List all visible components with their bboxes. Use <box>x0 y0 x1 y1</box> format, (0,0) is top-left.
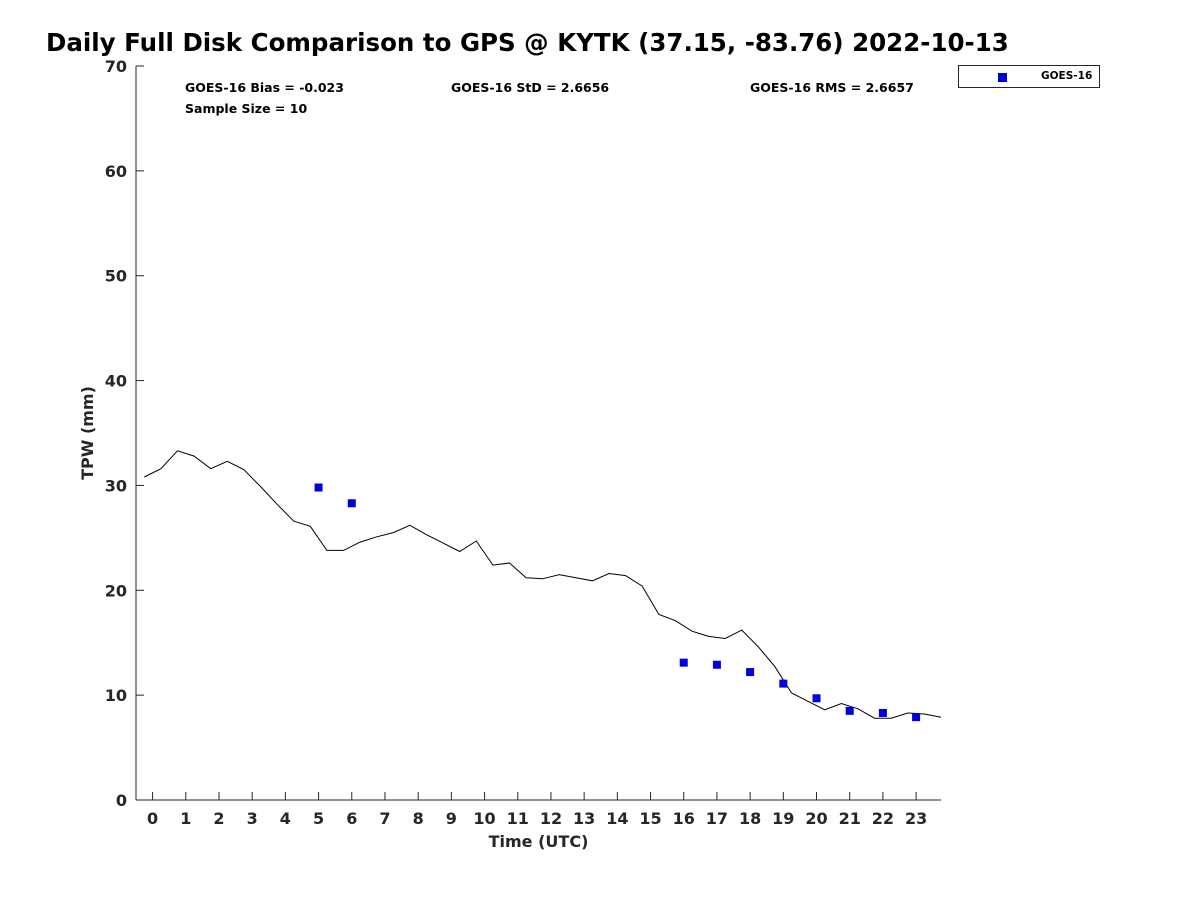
x-tick-label: 2 <box>213 809 224 828</box>
bias-stat: GOES-16 Bias = -0.023 <box>185 80 344 95</box>
x-tick-label: 8 <box>413 809 424 828</box>
page-title: Daily Full Disk Comparison to GPS @ KYTK… <box>46 28 1009 57</box>
y-tick-label: 50 <box>105 267 127 286</box>
legend-label: GOES-16 <box>1041 70 1093 82</box>
goes16-data-point <box>845 706 854 715</box>
legend: GOES-16 <box>958 65 1100 88</box>
goes16-data-point <box>712 660 721 669</box>
x-tick-label: 16 <box>673 809 695 828</box>
x-tick-label: 19 <box>772 809 794 828</box>
rms-stat: GOES-16 RMS = 2.6657 <box>750 80 914 95</box>
x-tick-label: 0 <box>147 809 158 828</box>
goes16-data-point <box>878 708 887 717</box>
x-tick-label: 6 <box>346 809 357 828</box>
gps-tpw-line <box>144 450 942 719</box>
x-tick-label: 4 <box>280 809 291 828</box>
x-tick-label: 5 <box>313 809 324 828</box>
goes16-data-point <box>779 679 788 688</box>
goes16-data-point <box>679 658 688 667</box>
std-stat: GOES-16 StD = 2.6656 <box>451 80 610 95</box>
goes16-data-point <box>812 694 821 703</box>
goes16-data-point <box>314 483 323 492</box>
goes16-data-point <box>347 499 356 508</box>
x-tick-label: 20 <box>805 809 827 828</box>
x-tick-label: 21 <box>839 809 861 828</box>
y-tick-label: 30 <box>105 476 127 495</box>
y-tick-label: 20 <box>105 581 127 600</box>
x-tick-label: 1 <box>180 809 191 828</box>
x-tick-label: 3 <box>247 809 258 828</box>
x-tick-label: 18 <box>739 809 761 828</box>
x-axis-label: Time (UTC) <box>489 832 589 851</box>
y-axis-label: TPW (mm) <box>78 386 97 480</box>
x-tick-label: 12 <box>540 809 562 828</box>
x-tick-label: 14 <box>606 809 628 828</box>
x-tick-label: 15 <box>639 809 661 828</box>
x-tick-label: 9 <box>446 809 457 828</box>
x-tick-label: 22 <box>872 809 894 828</box>
goes16-data-point <box>912 713 921 722</box>
y-tick-label: 70 <box>105 57 127 76</box>
goes16-data-point <box>746 668 755 677</box>
x-tick-label: 10 <box>473 809 495 828</box>
x-tick-label: 13 <box>573 809 595 828</box>
x-tick-label: 17 <box>706 809 728 828</box>
x-tick-label: 11 <box>507 809 529 828</box>
x-tick-label: 23 <box>905 809 927 828</box>
x-tick-label: 7 <box>379 809 390 828</box>
sample-size-stat: Sample Size = 10 <box>185 101 308 116</box>
y-tick-label: 0 <box>116 791 127 810</box>
y-tick-label: 60 <box>105 162 127 181</box>
legend-marker-icon <box>998 73 1007 82</box>
y-tick-label: 10 <box>105 686 127 705</box>
y-tick-label: 40 <box>105 372 127 391</box>
